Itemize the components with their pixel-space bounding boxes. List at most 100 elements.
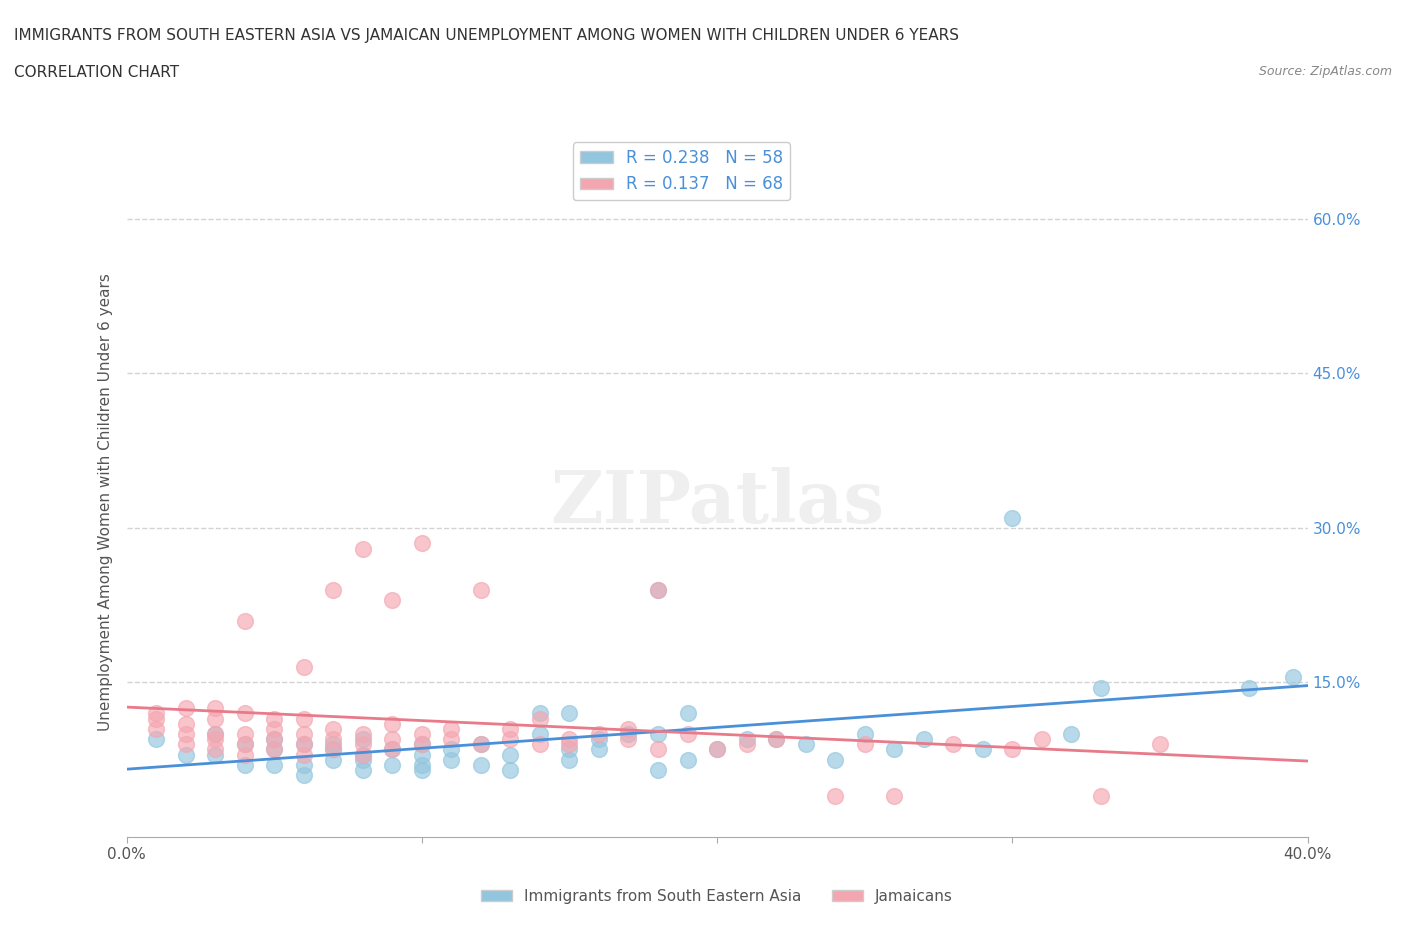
Point [322, 737, 344, 751]
Point [263, 742, 285, 757]
Point [735, 732, 758, 747]
Point [617, 726, 640, 741]
Text: Source: ZipAtlas.com: Source: ZipAtlas.com [1258, 65, 1392, 78]
Point [352, 752, 374, 767]
Point [381, 716, 404, 731]
Point [411, 737, 433, 751]
Point [292, 747, 315, 762]
Point [942, 737, 965, 751]
Point [145, 732, 167, 747]
Point [204, 732, 226, 747]
Point [647, 742, 669, 757]
Point [617, 722, 640, 737]
Point [233, 747, 256, 762]
Point [292, 737, 315, 751]
Point [352, 747, 374, 762]
Point [1090, 680, 1112, 695]
Point [794, 737, 817, 751]
Point [352, 732, 374, 747]
Point [529, 711, 551, 726]
Point [735, 737, 758, 751]
Point [1001, 511, 1024, 525]
Text: IMMIGRANTS FROM SOUTH EASTERN ASIA VS JAMAICAN UNEMPLOYMENT AMONG WOMEN WITH CHI: IMMIGRANTS FROM SOUTH EASTERN ASIA VS JA… [14, 28, 959, 43]
Point [204, 711, 226, 726]
Point [174, 737, 197, 751]
Point [440, 732, 463, 747]
Point [676, 706, 699, 721]
Point [676, 726, 699, 741]
Y-axis label: Unemployment Among Women with Children Under 6 years: Unemployment Among Women with Children U… [97, 273, 112, 731]
Point [233, 737, 256, 751]
Text: CORRELATION CHART: CORRELATION CHART [14, 65, 179, 80]
Point [352, 763, 374, 777]
Point [1060, 726, 1083, 741]
Point [440, 752, 463, 767]
Point [292, 757, 315, 772]
Point [381, 592, 404, 607]
Point [292, 659, 315, 674]
Point [647, 726, 669, 741]
Point [322, 582, 344, 597]
Point [706, 742, 728, 757]
Point [499, 747, 522, 762]
Point [292, 737, 315, 751]
Point [263, 757, 285, 772]
Point [529, 726, 551, 741]
Point [558, 732, 581, 747]
Point [411, 757, 433, 772]
Point [499, 763, 522, 777]
Point [588, 742, 610, 757]
Point [381, 742, 404, 757]
Point [647, 763, 669, 777]
Point [322, 742, 344, 757]
Point [322, 742, 344, 757]
Point [411, 536, 433, 551]
Point [529, 706, 551, 721]
Point [647, 582, 669, 597]
Point [470, 737, 492, 751]
Point [706, 742, 728, 757]
Point [558, 742, 581, 757]
Point [440, 722, 463, 737]
Point [617, 732, 640, 747]
Point [204, 742, 226, 757]
Point [440, 742, 463, 757]
Point [411, 737, 433, 751]
Point [233, 706, 256, 721]
Point [1237, 680, 1260, 695]
Point [263, 742, 285, 757]
Point [174, 716, 197, 731]
Point [352, 747, 374, 762]
Point [470, 737, 492, 751]
Point [204, 701, 226, 716]
Point [233, 737, 256, 751]
Point [352, 541, 374, 556]
Point [647, 582, 669, 597]
Point [470, 582, 492, 597]
Point [322, 722, 344, 737]
Text: ZIPatlas: ZIPatlas [550, 467, 884, 538]
Point [352, 737, 374, 751]
Point [204, 726, 226, 741]
Point [263, 732, 285, 747]
Point [499, 732, 522, 747]
Point [824, 789, 846, 804]
Point [853, 726, 876, 741]
Point [352, 726, 374, 741]
Point [381, 732, 404, 747]
Point [381, 742, 404, 757]
Point [411, 747, 433, 762]
Point [588, 726, 610, 741]
Legend: Immigrants from South Eastern Asia, Jamaicans: Immigrants from South Eastern Asia, Jama… [475, 883, 959, 910]
Point [765, 732, 787, 747]
Point [145, 722, 167, 737]
Point [411, 726, 433, 741]
Point [1031, 732, 1053, 747]
Point [292, 726, 315, 741]
Point [292, 768, 315, 783]
Point [853, 737, 876, 751]
Point [883, 789, 905, 804]
Point [233, 613, 256, 628]
Point [263, 732, 285, 747]
Point [529, 737, 551, 751]
